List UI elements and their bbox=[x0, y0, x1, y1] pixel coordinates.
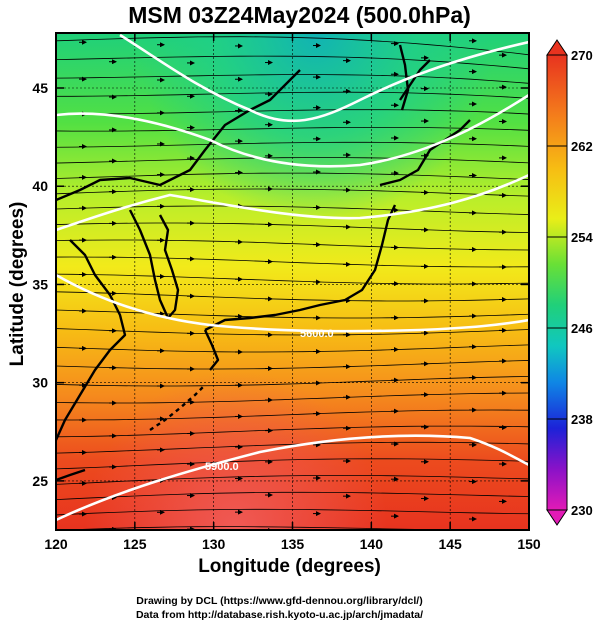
x-tick-label: 150 bbox=[517, 536, 541, 552]
x-tick-label: 140 bbox=[360, 536, 384, 552]
colorbar-gradient bbox=[546, 54, 568, 511]
colorbar-tick-label: 246 bbox=[571, 321, 593, 336]
y-tick-label: 45 bbox=[32, 80, 48, 96]
colorbar-bottom-arrow bbox=[546, 509, 568, 526]
y-axis-ticks: 25 30 35 40 45 bbox=[32, 80, 529, 489]
map-gridlines bbox=[56, 33, 529, 530]
height-contours bbox=[56, 33, 529, 522]
streamline bbox=[56, 328, 529, 336]
x-tick-label: 125 bbox=[123, 536, 147, 552]
x-axis-ticks: 120 125 130 135 140 145 150 bbox=[44, 33, 541, 552]
y-tick-label: 40 bbox=[32, 178, 48, 194]
y-tick-label: 30 bbox=[32, 375, 48, 391]
colorbar-tick-label: 230 bbox=[571, 503, 593, 518]
x-axis-label-text: Longitude (degrees) bbox=[198, 556, 381, 577]
colorbar-tick-label: 238 bbox=[571, 412, 593, 427]
coastlines bbox=[56, 44, 471, 482]
streamline bbox=[56, 425, 529, 438]
streamline bbox=[56, 188, 529, 197]
colorbar-tick-label: 262 bbox=[571, 139, 593, 154]
x-tick-label: 135 bbox=[281, 536, 305, 552]
colorbar-tick-label: 270 bbox=[571, 48, 593, 63]
streamline bbox=[56, 392, 529, 404]
colorbar: 270 262 254 246 238 230 bbox=[546, 39, 593, 526]
x-tick-label: 130 bbox=[202, 536, 226, 552]
credit-drawing: Drawing by DCL (https://www.gfd-dennou.o… bbox=[136, 595, 423, 607]
streamline bbox=[56, 474, 529, 485]
temperature-field bbox=[56, 33, 529, 530]
streamline bbox=[56, 508, 529, 516]
x-tick-label: 145 bbox=[438, 536, 462, 552]
contour-label: 5900.0 bbox=[205, 461, 239, 473]
colorbar-tick-label: 254 bbox=[571, 230, 593, 245]
x-axis-label: Longitude (degrees) bbox=[0, 556, 599, 578]
streamline bbox=[56, 91, 529, 99]
streamline bbox=[56, 491, 529, 501]
y-tick-label: 35 bbox=[32, 276, 48, 292]
credit-data: Data from http://database.rish.kyoto-u.a… bbox=[135, 609, 424, 621]
y-tick-label: 25 bbox=[32, 473, 48, 489]
contour-label: 5600.0 bbox=[300, 328, 334, 340]
streamline bbox=[56, 172, 529, 180]
streamline bbox=[56, 222, 529, 233]
colorbar-top-arrow bbox=[546, 39, 568, 56]
streamline bbox=[56, 360, 529, 370]
map-title: MSM 03Z24May2024 (500.0hPa) bbox=[128, 2, 471, 28]
x-tick-label: 120 bbox=[44, 536, 68, 552]
